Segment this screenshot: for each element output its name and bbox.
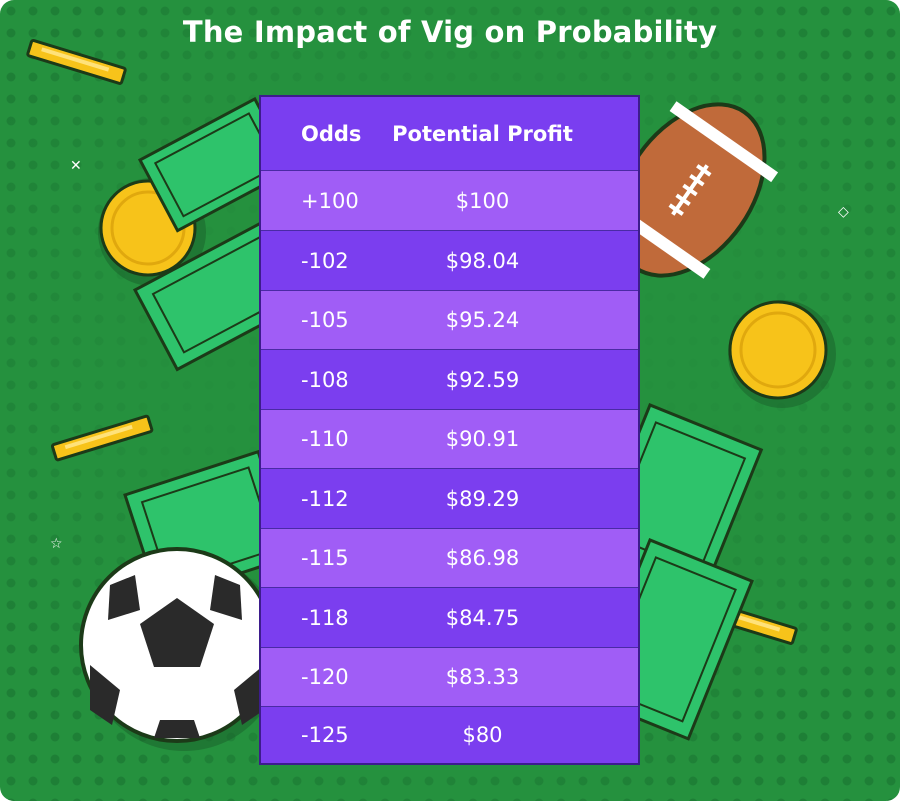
profit-cell: $100 [455, 188, 510, 213]
table-row: -118 $84.75 [261, 587, 638, 647]
table-row: -112 $89.29 [261, 468, 638, 528]
odds-cell: -105 [301, 308, 349, 332]
profit-cell: $89.29 [445, 486, 520, 511]
odds-cell: -102 [301, 248, 349, 273]
profit-cell: $80 [462, 723, 503, 747]
header-potential-profit: Potential Profit [392, 121, 573, 146]
profit-cell: $84.75 [445, 605, 520, 630]
table-row: -125 $80 [261, 706, 638, 763]
table-row: +100 $100 [261, 170, 638, 230]
profit-cell: $86.98 [445, 546, 520, 570]
table-row: -108 $92.59 [261, 349, 638, 409]
profit-cell: $92.59 [445, 367, 520, 392]
header-odds: Odds [301, 121, 362, 146]
gold-bar-icon [50, 414, 154, 462]
svg-text:☆: ☆ [50, 536, 63, 552]
table-row: -120 $83.33 [261, 647, 638, 706]
profit-cell: $95.24 [445, 308, 520, 332]
odds-table: Odds Potential Profit +100 $100 -102 $98… [259, 95, 640, 765]
page-title: The Impact of Vig on Probability [182, 15, 718, 49]
odds-cell: -125 [301, 723, 349, 747]
coin-icon [728, 300, 836, 408]
table-row: -102 $98.04 [261, 230, 638, 290]
gold-bar-icon [26, 38, 127, 85]
svg-text:✕: ✕ [70, 158, 82, 174]
table-row: -110 $90.91 [261, 409, 638, 468]
odds-cell: -108 [301, 367, 349, 392]
odds-cell: -115 [301, 546, 349, 570]
svg-text:◇: ◇ [838, 204, 849, 220]
profit-cell: $98.04 [445, 248, 520, 273]
odds-cell: -118 [301, 605, 349, 630]
table-header: Odds Potential Profit [261, 97, 638, 170]
table-row: -115 $86.98 [261, 528, 638, 587]
odds-cell: -110 [301, 427, 349, 451]
odds-cell: -120 [301, 665, 349, 689]
odds-cell: +100 [301, 188, 359, 213]
profit-cell: $83.33 [445, 665, 520, 689]
profit-cell: $90.91 [445, 427, 520, 451]
table-row: -105 $95.24 [261, 290, 638, 349]
odds-cell: -112 [301, 486, 349, 511]
soccer-ball-icon [79, 547, 283, 751]
